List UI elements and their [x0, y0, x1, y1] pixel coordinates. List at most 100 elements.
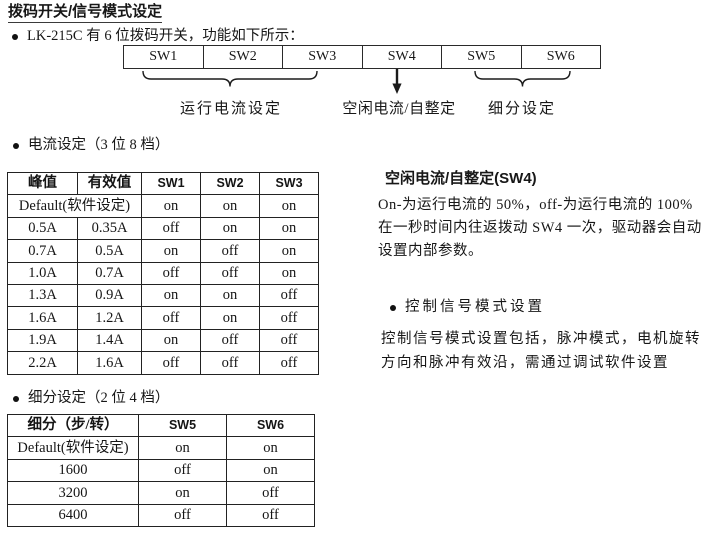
signal-mode-bullet: 控制信号模式设置 — [390, 299, 545, 316]
bullet-icon — [13, 395, 19, 402]
sw6-state: on — [226, 458, 315, 483]
dip-cell-sw4: SW4 — [361, 46, 442, 68]
sw2-state: off — [200, 239, 260, 263]
rms-value: 1.4A — [77, 328, 142, 353]
signal-mode-text: 控制信号模式设置 — [405, 299, 545, 315]
microstep-setting-bullet: 细分设定（2 位 4 档） — [13, 390, 169, 407]
sw5-state: on — [138, 436, 227, 460]
col-microstep: 细分（步/转） — [7, 413, 139, 438]
dip-cell-sw2: SW2 — [202, 46, 283, 68]
sw1-state: on — [141, 283, 201, 308]
microstep-value: 1600 — [7, 458, 139, 483]
current-setting-bullet: 电流设定（3 位 8 档） — [13, 137, 169, 154]
sw2-state: on — [200, 194, 260, 218]
microstep-value: 3200 — [7, 481, 139, 505]
col-sw5: SW5 — [138, 413, 227, 438]
rms-value: 1.2A — [77, 306, 142, 330]
peak-value: 1.9A — [7, 328, 78, 353]
dip-cell-sw5: SW5 — [441, 46, 521, 68]
sw5-state: on — [138, 481, 227, 505]
page-title: 拨码开关/信号模式设定 — [8, 3, 163, 23]
paragraph-line: On-为运行电流的 50%，off-为运行电流的 100% — [378, 197, 693, 213]
peak-value: 0.5A — [7, 216, 78, 241]
table-row: 1.3A 0.9A on on off — [7, 283, 319, 308]
rms-value: 0.9A — [77, 283, 142, 308]
dip-cell-sw3: SW3 — [282, 46, 362, 68]
sw6-state: off — [226, 503, 315, 527]
table-row: Default(软件设定) on on on — [7, 194, 319, 218]
table-row: 2.2A 1.6A off off off — [7, 351, 319, 375]
col-rms: 有效值 — [77, 171, 142, 196]
underbrace-run-current — [142, 70, 318, 87]
paragraph-line: 设置内部参数。 — [378, 243, 483, 259]
table-row: 1.9A 1.4A on off off — [7, 328, 319, 353]
sw5-state: off — [138, 503, 227, 527]
dip-cell-sw1: SW1 — [149, 49, 178, 64]
paragraph-line: 控制信号模式设置包括，脉冲模式，电机旋转 — [381, 331, 701, 347]
sw3-state: on — [259, 261, 319, 285]
microstep-table: 细分（步/转） SW5 SW6 Default(软件设定) on on 1600… — [7, 413, 315, 527]
peak-value: 1.0A — [7, 261, 78, 285]
rms-value: 0.5A — [77, 239, 142, 263]
sw6-state: on — [226, 436, 315, 460]
rms-value: 0.35A — [77, 216, 142, 241]
table-row: 0.7A 0.5A on off on — [7, 239, 319, 263]
sw3-state: on — [259, 216, 319, 241]
idle-current-paragraph: On-为运行电流的 50%，off-为运行电流的 100% 在一秒时间内往返拨动… — [378, 194, 702, 263]
microstep-value: Default(软件设定) — [7, 436, 139, 460]
sw1-state: off — [141, 351, 201, 375]
rms-value: 0.7A — [77, 261, 142, 285]
col-sw2: SW2 — [200, 171, 260, 196]
idle-current-heading: 空闲电流/自整定(SW4) — [385, 170, 537, 187]
table-row: 1600 off on — [7, 458, 315, 483]
col-sw1: SW1 — [141, 171, 201, 196]
sw1-state: off — [141, 261, 201, 285]
table-row: 6400 off off — [7, 503, 315, 527]
peak-value: 0.7A — [7, 239, 78, 263]
label-run-current: 运行电流设定 — [179, 101, 283, 117]
sw3-state: off — [259, 328, 319, 353]
table-row: 1.6A 1.2A off on off — [7, 306, 319, 330]
col-sw3: SW3 — [259, 171, 319, 196]
label-microstep: 细分设定 — [487, 101, 557, 117]
sw2-state: on — [200, 283, 260, 308]
microstep-setting-text: 细分设定（2 位 4 档） — [28, 390, 170, 406]
paragraph-line: 方向和脉冲有效沿，需通过调试软件设置 — [381, 354, 669, 371]
col-peak: 峰值 — [7, 171, 78, 196]
dip-switch-diagram: SW1 SW2 SW3 SW4 SW5 SW6 — [123, 45, 601, 69]
current-table: 峰值 有效值 SW1 SW2 SW3 Default(软件设定) on on o… — [7, 171, 319, 375]
sw3-state: off — [259, 306, 319, 330]
dip-cell-sw6: SW6 — [520, 46, 601, 68]
peak-value: 1.3A — [7, 283, 78, 308]
table-row: 0.5A 0.35A off on on — [7, 216, 319, 241]
col-sw6: SW6 — [226, 413, 315, 438]
intro-text: LK-215C 有 6 位拨码开关，功能如下所示： — [27, 28, 304, 44]
sw1-state: on — [141, 239, 201, 263]
current-table-header-row: 峰值 有效值 SW1 SW2 SW3 — [7, 171, 319, 196]
sw6-state: off — [226, 481, 315, 505]
peak-value: 1.6A — [7, 306, 78, 330]
sw3-state: off — [259, 283, 319, 308]
sw2-state: on — [200, 216, 260, 241]
sw2-state: on — [200, 306, 260, 330]
bullet-icon — [12, 33, 18, 40]
sw2-state: off — [200, 261, 260, 285]
microstep-value: 6400 — [7, 503, 139, 527]
label-idle-current: 空闲电流/自整定 — [342, 101, 456, 117]
sw3-state: off — [259, 351, 319, 375]
intro-bullet: LK-215C 有 6 位拨码开关，功能如下所示： — [12, 28, 304, 45]
current-setting-text: 电流设定（3 位 8 档） — [28, 137, 170, 153]
rms-value: 1.6A — [77, 351, 142, 375]
sw2-state: off — [200, 351, 260, 375]
bullet-icon — [390, 304, 396, 311]
peak-value: 2.2A — [7, 351, 78, 375]
microstep-table-header-row: 细分（步/转） SW5 SW6 — [7, 413, 315, 438]
sw3-state: on — [259, 194, 319, 218]
signal-mode-paragraph: 控制信号模式设置包括，脉冲模式，电机旋转 方向和脉冲有效沿，需通过调试软件设置 — [381, 328, 701, 375]
table-row: Default(软件设定) on on — [7, 436, 315, 460]
table-row: 1.0A 0.7A off off on — [7, 261, 319, 285]
sw5-state: off — [138, 458, 227, 483]
sw1-state: off — [141, 306, 201, 330]
diagram-annotations — [142, 69, 571, 94]
